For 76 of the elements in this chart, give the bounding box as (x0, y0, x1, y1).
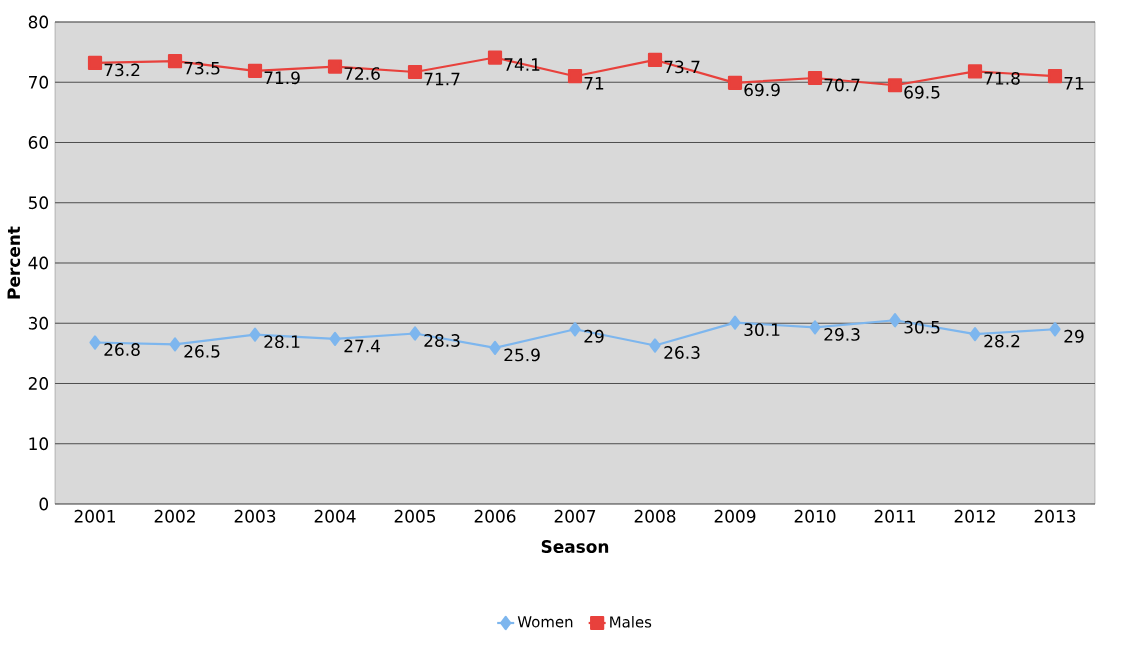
x-tick-label: 2005 (394, 509, 436, 523)
point (1049, 322, 1061, 337)
point (247, 63, 263, 78)
data-label: 25.9 (504, 348, 540, 362)
point (647, 52, 663, 68)
point (167, 54, 183, 69)
y-tick-label: 80 (28, 15, 49, 29)
data-label: 26.3 (664, 346, 700, 359)
y-tick-label: 40 (28, 256, 49, 270)
point (489, 340, 501, 356)
y-tick-label: 20 (28, 377, 49, 390)
data-label: 71.9 (264, 71, 300, 85)
y-tick-label: 0 (39, 497, 49, 511)
point (649, 338, 661, 353)
point (327, 59, 343, 74)
data-label: 71 (1064, 77, 1084, 90)
legend-label: Women (517, 616, 573, 628)
data-label: 70.7 (824, 78, 860, 92)
point (409, 326, 421, 341)
legend-label: Males (610, 616, 652, 628)
data-label: 26.5 (184, 344, 220, 358)
point (407, 64, 423, 80)
point (487, 50, 503, 65)
data-label: 29.3 (824, 328, 860, 341)
point (729, 315, 741, 330)
point (1047, 69, 1063, 84)
point (887, 78, 903, 93)
data-label: 69.5 (904, 85, 940, 99)
y-tick-label: 10 (29, 437, 49, 451)
point (809, 320, 821, 335)
data-label: 28.2 (984, 334, 1020, 348)
x-tick-label: 2012 (954, 509, 995, 523)
data-label: 28.1 (264, 335, 300, 349)
data-label: 30.5 (904, 320, 940, 334)
point (807, 70, 823, 86)
point (249, 327, 261, 342)
point (567, 69, 583, 84)
point (967, 64, 983, 79)
y-tick-label: 60 (28, 136, 49, 149)
data-label: 29 (1064, 329, 1084, 343)
x-tick-label: 2001 (74, 509, 115, 523)
x-tick-label: 2002 (154, 509, 195, 523)
point (169, 337, 181, 352)
x-tick-label: 2013 (1034, 509, 1076, 523)
data-label: 71.8 (984, 71, 1020, 85)
point (329, 331, 341, 346)
point (969, 326, 981, 342)
point (727, 75, 743, 90)
y-tick-label: 50 (28, 196, 49, 210)
x-axis-title: Season (541, 540, 609, 553)
point (569, 322, 581, 337)
x-tick-label: 2004 (314, 509, 356, 523)
y-tick-label: 70 (29, 75, 49, 89)
data-label: 73.5 (184, 61, 220, 75)
x-tick-label: 2008 (634, 509, 676, 523)
x-tick-label: 2011 (874, 509, 915, 523)
y-tick-label: 30 (28, 316, 49, 330)
data-label: 72.6 (344, 67, 380, 80)
x-tick-label: 2010 (794, 509, 836, 523)
x-tick-label: 2009 (714, 509, 756, 523)
y-axis-title: Percent (7, 226, 21, 299)
data-label: 71 (584, 77, 604, 90)
data-label: 28.3 (424, 334, 460, 347)
x-tick-label: 2006 (474, 509, 516, 523)
data-label: 71.7 (424, 72, 460, 86)
data-label: 30.1 (744, 323, 780, 337)
point (889, 313, 901, 328)
x-tick-label: 2003 (234, 509, 276, 523)
point (89, 335, 101, 350)
data-label: 29 (584, 329, 604, 343)
data-label: 69.9 (744, 83, 780, 97)
x-tick-label: 2007 (554, 509, 596, 523)
data-label: 27.4 (344, 339, 380, 353)
point (87, 55, 103, 71)
data-label: 73.2 (104, 63, 140, 77)
data-label: 26.8 (104, 343, 140, 356)
